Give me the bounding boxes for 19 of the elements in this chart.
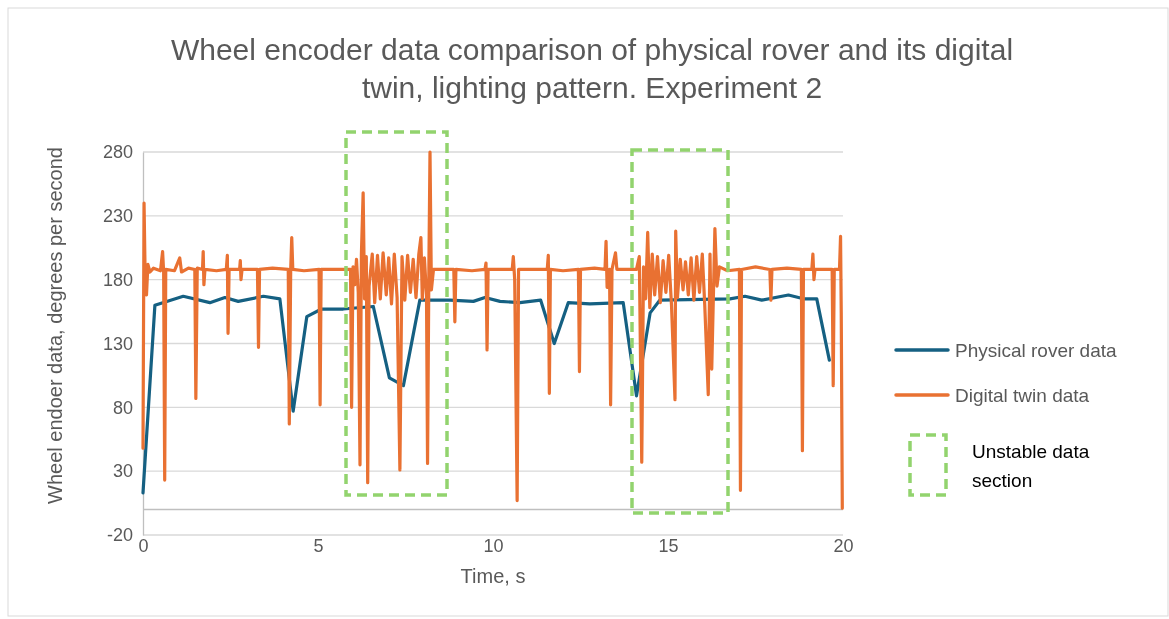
y-tick-label: 230 <box>102 206 133 227</box>
line-series <box>141 150 844 510</box>
legend-label: Digital twin data <box>955 385 1090 406</box>
x-tick-label: 10 <box>483 535 504 556</box>
chart-title: Wheel encoder data comparison of physical rover and its digital twin, lighting pattern. Experiment 2 <box>170 33 1014 104</box>
legend-label: Physical rover data <box>955 340 1118 361</box>
x-tick-label: 5 <box>313 535 324 556</box>
y-tick-label: 30 <box>112 461 133 482</box>
y-tick-label: 130 <box>102 333 133 354</box>
y-axis-title: Wheel endoer data, degrees per second <box>44 147 66 504</box>
text: Unstable data section <box>972 441 1090 491</box>
x-tick-label: 15 <box>658 535 679 556</box>
x-tick-label: 0 <box>138 535 149 556</box>
y-tick-label: 180 <box>102 269 133 290</box>
x-axis-title: Time, s <box>460 565 526 587</box>
y-tick-label: 80 <box>112 397 133 418</box>
y-tick-label: -20 <box>106 525 133 546</box>
x-tick-label: 20 <box>833 535 854 556</box>
y-tick-label: 280 <box>102 142 133 163</box>
